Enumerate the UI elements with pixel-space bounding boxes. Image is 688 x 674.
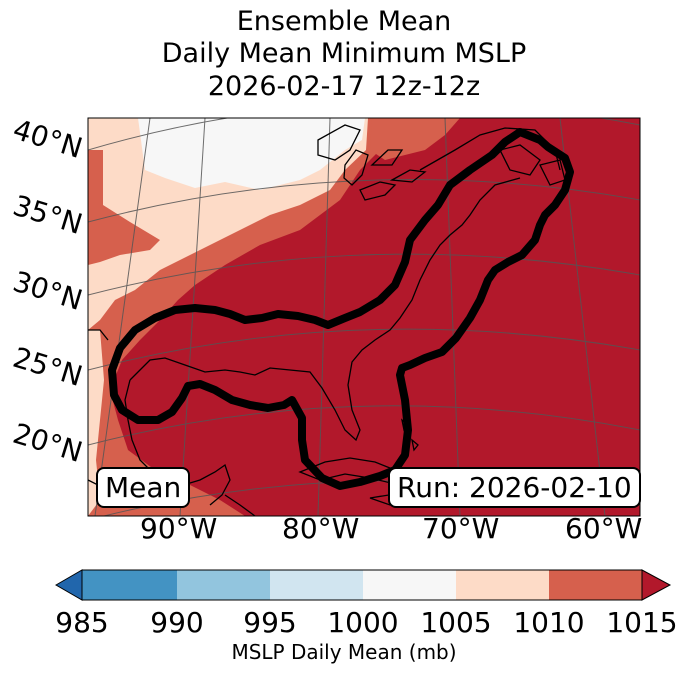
colorbar-tick-990: 990 bbox=[150, 606, 204, 639]
title-line-2: Daily Mean Minimum MSLP bbox=[161, 38, 527, 69]
colorbar-swatch-990-995 bbox=[177, 570, 270, 600]
colorbar-tick-985: 985 bbox=[55, 606, 109, 639]
colorbar-label: MSLP Daily Mean (mb) bbox=[231, 640, 457, 664]
colorbar-tick-1000: 1000 bbox=[327, 606, 399, 639]
map-area bbox=[88, 118, 640, 516]
colorbar-swatch-1010-1015 bbox=[549, 570, 642, 600]
title-line-1: Ensemble Mean bbox=[236, 6, 452, 37]
colorbar-frame bbox=[81, 569, 643, 601]
colorbar-extend-high bbox=[641, 569, 672, 601]
colorbar-swatch-985-990 bbox=[82, 570, 177, 600]
colorbar-tick-995: 995 bbox=[243, 606, 297, 639]
colorbar-tick-1010: 1010 bbox=[513, 606, 585, 639]
colorbar-swatch-995-1000 bbox=[270, 570, 363, 600]
map-frame bbox=[87, 117, 641, 517]
colorbar-tick-1015: 1015 bbox=[606, 606, 678, 639]
title-line-3: 2026-02-17 12z-12z bbox=[207, 71, 481, 102]
colorbar-swatch-1005-1010 bbox=[456, 570, 549, 600]
low-pressure-contour bbox=[108, 128, 574, 490]
run-date-label-box: Run: 2026-02-10 bbox=[388, 467, 641, 508]
pressure-field-1000-1005 bbox=[138, 118, 365, 190]
colorbar-tick-1005: 1005 bbox=[420, 606, 492, 639]
mean-label-box: Mean bbox=[96, 467, 191, 508]
colorbar-swatch-1000-1005 bbox=[363, 570, 456, 600]
lon-label-70w: 70°W bbox=[422, 512, 500, 545]
pressure-field-1010-1015-west-corner bbox=[88, 150, 160, 265]
lon-label-60w: 60°W bbox=[565, 512, 643, 545]
lon-label-80w: 80°W bbox=[282, 512, 360, 545]
colorbar-extend-low bbox=[54, 569, 83, 601]
pressure-field-1005-1010-west-strip bbox=[88, 330, 104, 516]
colorbar bbox=[54, 569, 672, 601]
lon-label-90w: 90°W bbox=[140, 512, 218, 545]
